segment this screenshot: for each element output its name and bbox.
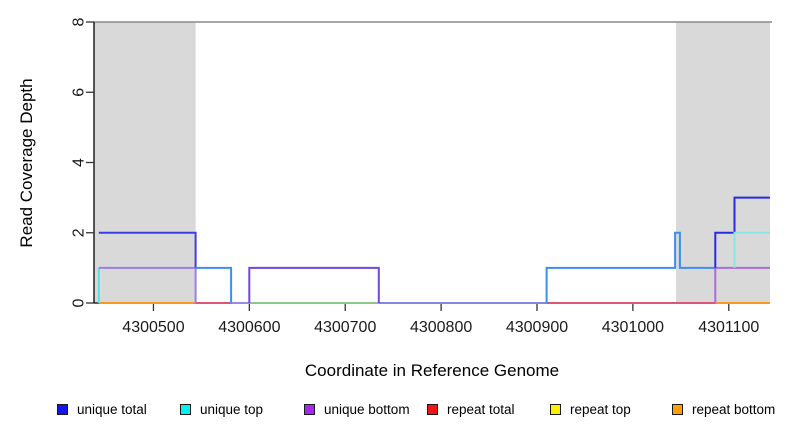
coverage-segment-unique-total-gray1 [98, 231, 197, 268]
legend-swatch [57, 403, 68, 415]
legend-item-unique-top: unique top [180, 399, 263, 419]
legend-swatch [304, 403, 315, 415]
legend-label: repeat bottom [692, 401, 776, 417]
legend-label: unique total [77, 401, 147, 417]
coverage-segment-unique-top-total-azure-b [545, 231, 716, 303]
x-tick-label: 4301000 [602, 319, 664, 336]
coverage-segment-unique-top-total-azure-a [195, 266, 233, 303]
y-tick-label: 2 [71, 228, 88, 237]
coverage-segment-unique-top-right [733, 231, 770, 268]
y-tick-label: 6 [71, 88, 88, 97]
legend-swatch [427, 403, 438, 415]
x-tick-label: 4300600 [218, 319, 280, 336]
x-axis-label: Coordinate in Reference Genome [305, 361, 559, 380]
x-tick-label: 4300700 [314, 319, 376, 336]
coverage-segment-unique-bottom-total-mid [248, 266, 380, 303]
y-tick-label: 8 [71, 17, 88, 26]
y-axis-label: Read Coverage Depth [17, 78, 36, 247]
legend-swatch [672, 403, 683, 415]
coverage-plot: 4300500 4300600 4300700 4300800 4300900 43010… [17, 17, 772, 380]
legend-item-repeat-top: repeat top [550, 399, 631, 419]
legend-item-unique-bottom: unique bottom [304, 399, 410, 419]
legend-item-repeat-total: repeat total [427, 399, 515, 419]
legend-label: repeat total [447, 401, 515, 417]
legend-label: unique bottom [324, 401, 410, 417]
legend-label: repeat top [570, 401, 631, 417]
x-tick-label: 4300800 [410, 319, 472, 336]
legend-label: unique top [200, 401, 264, 417]
x-tick-label: 4300900 [506, 319, 568, 336]
legend-item-unique-total: unique total [57, 399, 147, 419]
shaded-region [676, 22, 770, 303]
x-tick-label: 4301100 [698, 319, 759, 336]
legend-swatch [180, 403, 191, 415]
shaded-region [94, 22, 196, 303]
legend-item-repeat-bottom: repeat bottom [672, 399, 775, 419]
legend: unique total unique top unique bottom repea… [0, 399, 792, 423]
y-tick-label: 0 [71, 298, 88, 307]
y-tick-label: 4 [71, 158, 88, 167]
x-tick-label: 4300500 [122, 319, 184, 336]
legend-swatch [550, 403, 561, 415]
